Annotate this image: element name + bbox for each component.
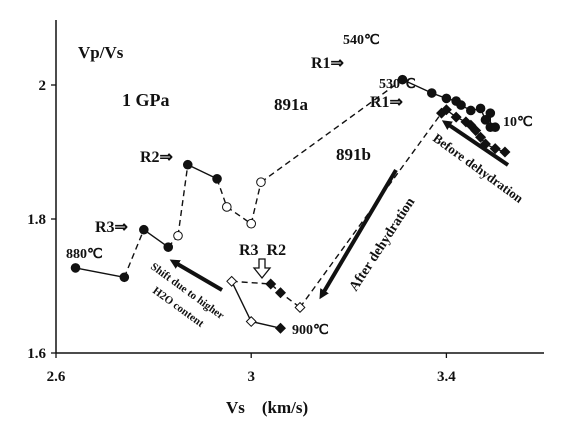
x-tick-label: 3 [247, 369, 255, 385]
y-tick-label: 1.6 [27, 346, 46, 362]
y-tick-label: 1.8 [27, 212, 46, 228]
series-a-point [246, 218, 256, 229]
r3-label: R3⇒ [95, 219, 128, 236]
annotations: 1 GPa 891a 891b 540℃ 530℃ 10℃ 880℃ 900℃ … [66, 33, 533, 338]
series-a-dashed-line [216, 178, 228, 208]
ticks: 2.6 3 3.4 1.6 1.8 2 [27, 78, 456, 385]
series-a-dashed-line [226, 206, 252, 225]
series-a-point [163, 242, 174, 252]
series-b-point [475, 131, 487, 143]
series-a-point [256, 177, 266, 187]
series-b-dashed-line [231, 280, 301, 308]
series-a-point [222, 202, 232, 212]
series-a-label: 891a [274, 95, 309, 114]
x-axis-title: Vs (km/s) [226, 398, 308, 417]
temp-900-label: 900℃ [292, 323, 329, 338]
series-a-point [426, 88, 437, 98]
series-a-point [480, 115, 491, 125]
series-b-point [440, 104, 452, 116]
series-a-point [139, 224, 149, 235]
series-b-point [274, 322, 286, 334]
series-b-point [499, 146, 511, 158]
x-tick-label: 3.4 [437, 369, 456, 385]
series-a-point [475, 103, 486, 114]
series-b-point [470, 125, 482, 137]
series-a-point [397, 74, 408, 85]
series-a-dashed-line [260, 79, 403, 183]
series-a-dashed-line [250, 182, 262, 224]
pressure-label: 1 GPa [122, 90, 170, 110]
after-dehydration-label: After dehydration [347, 195, 419, 294]
series-b-point [489, 143, 501, 155]
before-dehydration-label: Before dehydration [430, 130, 527, 206]
r1-a-label: R1⇒ [311, 55, 344, 72]
x-tick-label: 2.6 [47, 369, 66, 385]
temp-540-label: 540℃ [343, 33, 380, 48]
series-points [70, 74, 511, 334]
r3-r2-arrow [252, 258, 272, 280]
y-tick-label: 2 [39, 78, 47, 94]
series-a-point [466, 105, 476, 116]
series-a-dashed-line [123, 229, 145, 278]
series-b-point [265, 278, 277, 290]
series-a-dashed-line [177, 164, 189, 236]
temp-880-label: 880℃ [66, 247, 103, 262]
series-b-point [294, 301, 306, 313]
r2-label: R2⇒ [140, 149, 173, 166]
series-a-solid-line [75, 267, 125, 278]
r3-r2-label: R3 R2 [239, 242, 286, 259]
series-b-point [274, 287, 286, 299]
series-b-point [450, 111, 462, 123]
series-a-point [490, 122, 501, 133]
series-a-point [70, 263, 81, 273]
series-a-point [212, 174, 222, 184]
temp-10-label: 10℃ [503, 115, 533, 130]
temp-530-label: 530℃ [379, 77, 416, 92]
axes [55, 20, 544, 354]
series-a-point [173, 230, 183, 241]
shift-arrow [169, 259, 224, 292]
series-b-label: 891b [336, 145, 371, 164]
series-b-point [245, 316, 257, 328]
r1-b-label: R1⇒ [370, 94, 403, 111]
after-dehydration-arrow [319, 168, 398, 300]
series-a-point [182, 159, 193, 170]
series-a-point [119, 272, 130, 283]
series-a-point [485, 108, 496, 118]
series-a-point [441, 93, 452, 104]
series-a-point [456, 100, 466, 110]
series-a-solid-line [143, 229, 169, 248]
before-dehydration-arrow [441, 120, 510, 167]
y-axis-title: Vp/Vs [78, 43, 124, 62]
series-a-solid-line [187, 164, 218, 180]
series-b-point [226, 275, 238, 287]
